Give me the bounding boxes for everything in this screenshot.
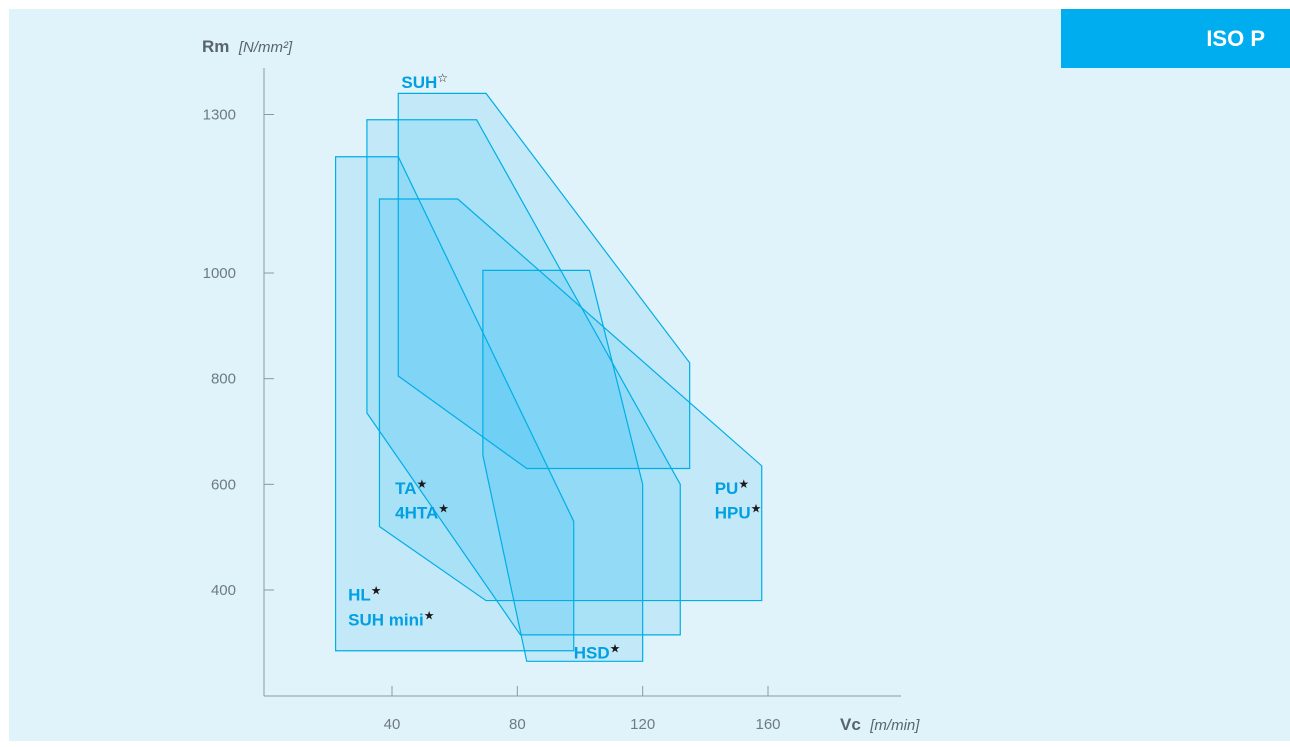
region-label: HPU★ [715, 502, 762, 523]
region-label-layer: SUH☆TA★4HTA★PU★HPU★HL★SUH mini★HSD★ [348, 71, 761, 663]
iso-tab-label: ISO P [1206, 25, 1265, 51]
region-ta-4hta [366, 119, 681, 636]
x-tick-label: 80 [509, 716, 526, 733]
star-icon: ★ [424, 608, 435, 622]
chart-panel [9, 9, 1290, 741]
x-tick-label: 160 [755, 716, 780, 733]
star-icon: ★ [751, 502, 762, 516]
iso-tab[interactable]: ISO P [1061, 9, 1290, 68]
region-label: HSD★ [574, 642, 621, 663]
region-pu-hpu [378, 198, 763, 602]
y-axis-title: Rm [N/mm²] [202, 37, 293, 56]
star-icon: ★ [610, 642, 621, 656]
y-tick-label: 800 [211, 371, 236, 388]
region-label-text: 4HTA [395, 504, 438, 523]
region-label-text: HSD [574, 644, 610, 663]
tick-layer: 40 80 120 160 400 600 800 1000 1300 [203, 107, 781, 734]
region-suh [397, 92, 691, 470]
y-tick-label: 1000 [203, 265, 236, 282]
star-icon: ☆ [437, 71, 448, 85]
region-layer [335, 92, 763, 662]
region-label-text: HL [348, 586, 371, 605]
y-tick-label: 600 [211, 476, 236, 493]
x-tick-label: 120 [630, 716, 655, 733]
star-icon: ★ [438, 502, 449, 516]
region-label-text: TA [395, 479, 416, 498]
region-label: SUH☆ [401, 71, 448, 92]
region-label-text: HPU [715, 504, 751, 523]
star-icon: ★ [371, 584, 382, 598]
region-label-text: PU [715, 479, 739, 498]
x-axis-title: Vc [m/min] [840, 715, 920, 734]
region-label: HL★ [348, 584, 381, 605]
region-hl-suh-mini [335, 156, 575, 652]
region-label: 4HTA★ [395, 502, 449, 523]
region-label: TA★ [395, 477, 427, 498]
x-tick-label: 40 [384, 716, 401, 733]
star-icon: ★ [417, 477, 428, 491]
y-tick-label: 400 [211, 582, 236, 599]
star-icon: ★ [738, 477, 749, 491]
y-tick-label: 1300 [203, 107, 236, 124]
region-hsd [482, 269, 644, 662]
region-label-text: SUH [401, 73, 437, 92]
region-label: SUH mini★ [348, 608, 434, 629]
region-label-text: SUH mini [348, 610, 424, 629]
region-label: PU★ [715, 477, 749, 498]
